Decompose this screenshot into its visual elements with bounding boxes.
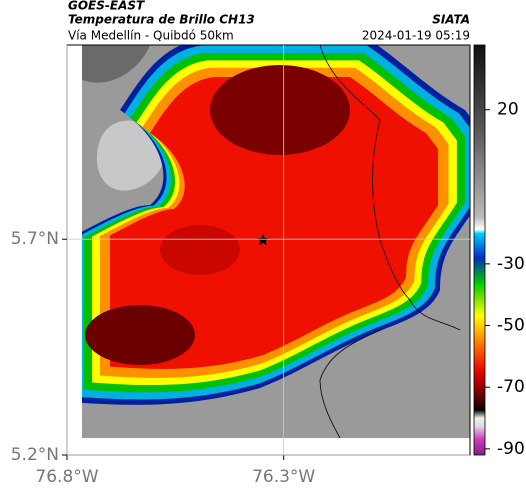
cold-cloud bbox=[82, 45, 150, 83]
y-tick-label: 5.7°N bbox=[11, 229, 59, 249]
x-tick-label: 76.3°W bbox=[252, 467, 315, 487]
core-dark bbox=[85, 305, 195, 365]
datetime: 2024-01-19 05:19 bbox=[362, 29, 470, 43]
colorbar-tick-label: -50 bbox=[497, 316, 525, 336]
warm-area bbox=[96, 120, 166, 191]
source: GOES-EAST bbox=[68, 0, 145, 13]
colorbar-tick-label: -90 bbox=[497, 439, 525, 459]
subtitle: Vía Medellín - Quibdó 50km bbox=[68, 29, 234, 43]
colorbar-tick-label: 20 bbox=[497, 100, 519, 120]
core-mid bbox=[160, 225, 240, 275]
agency: SIATA bbox=[432, 13, 470, 27]
x-tick-label: 76.8°W bbox=[35, 467, 98, 487]
y-tick-label: 5.2°N bbox=[11, 445, 59, 465]
colorbar-tick-label: -30 bbox=[497, 254, 525, 274]
temperature-band bbox=[110, 77, 438, 369]
imagery bbox=[82, 45, 470, 438]
colorbar bbox=[473, 44, 486, 456]
title: Temperatura de Brillo CH13 bbox=[68, 13, 255, 27]
core-dark bbox=[210, 65, 350, 155]
colorbar-tick-label: -70 bbox=[497, 377, 525, 397]
border bbox=[319, 45, 461, 438]
convective-core bbox=[82, 45, 470, 405]
